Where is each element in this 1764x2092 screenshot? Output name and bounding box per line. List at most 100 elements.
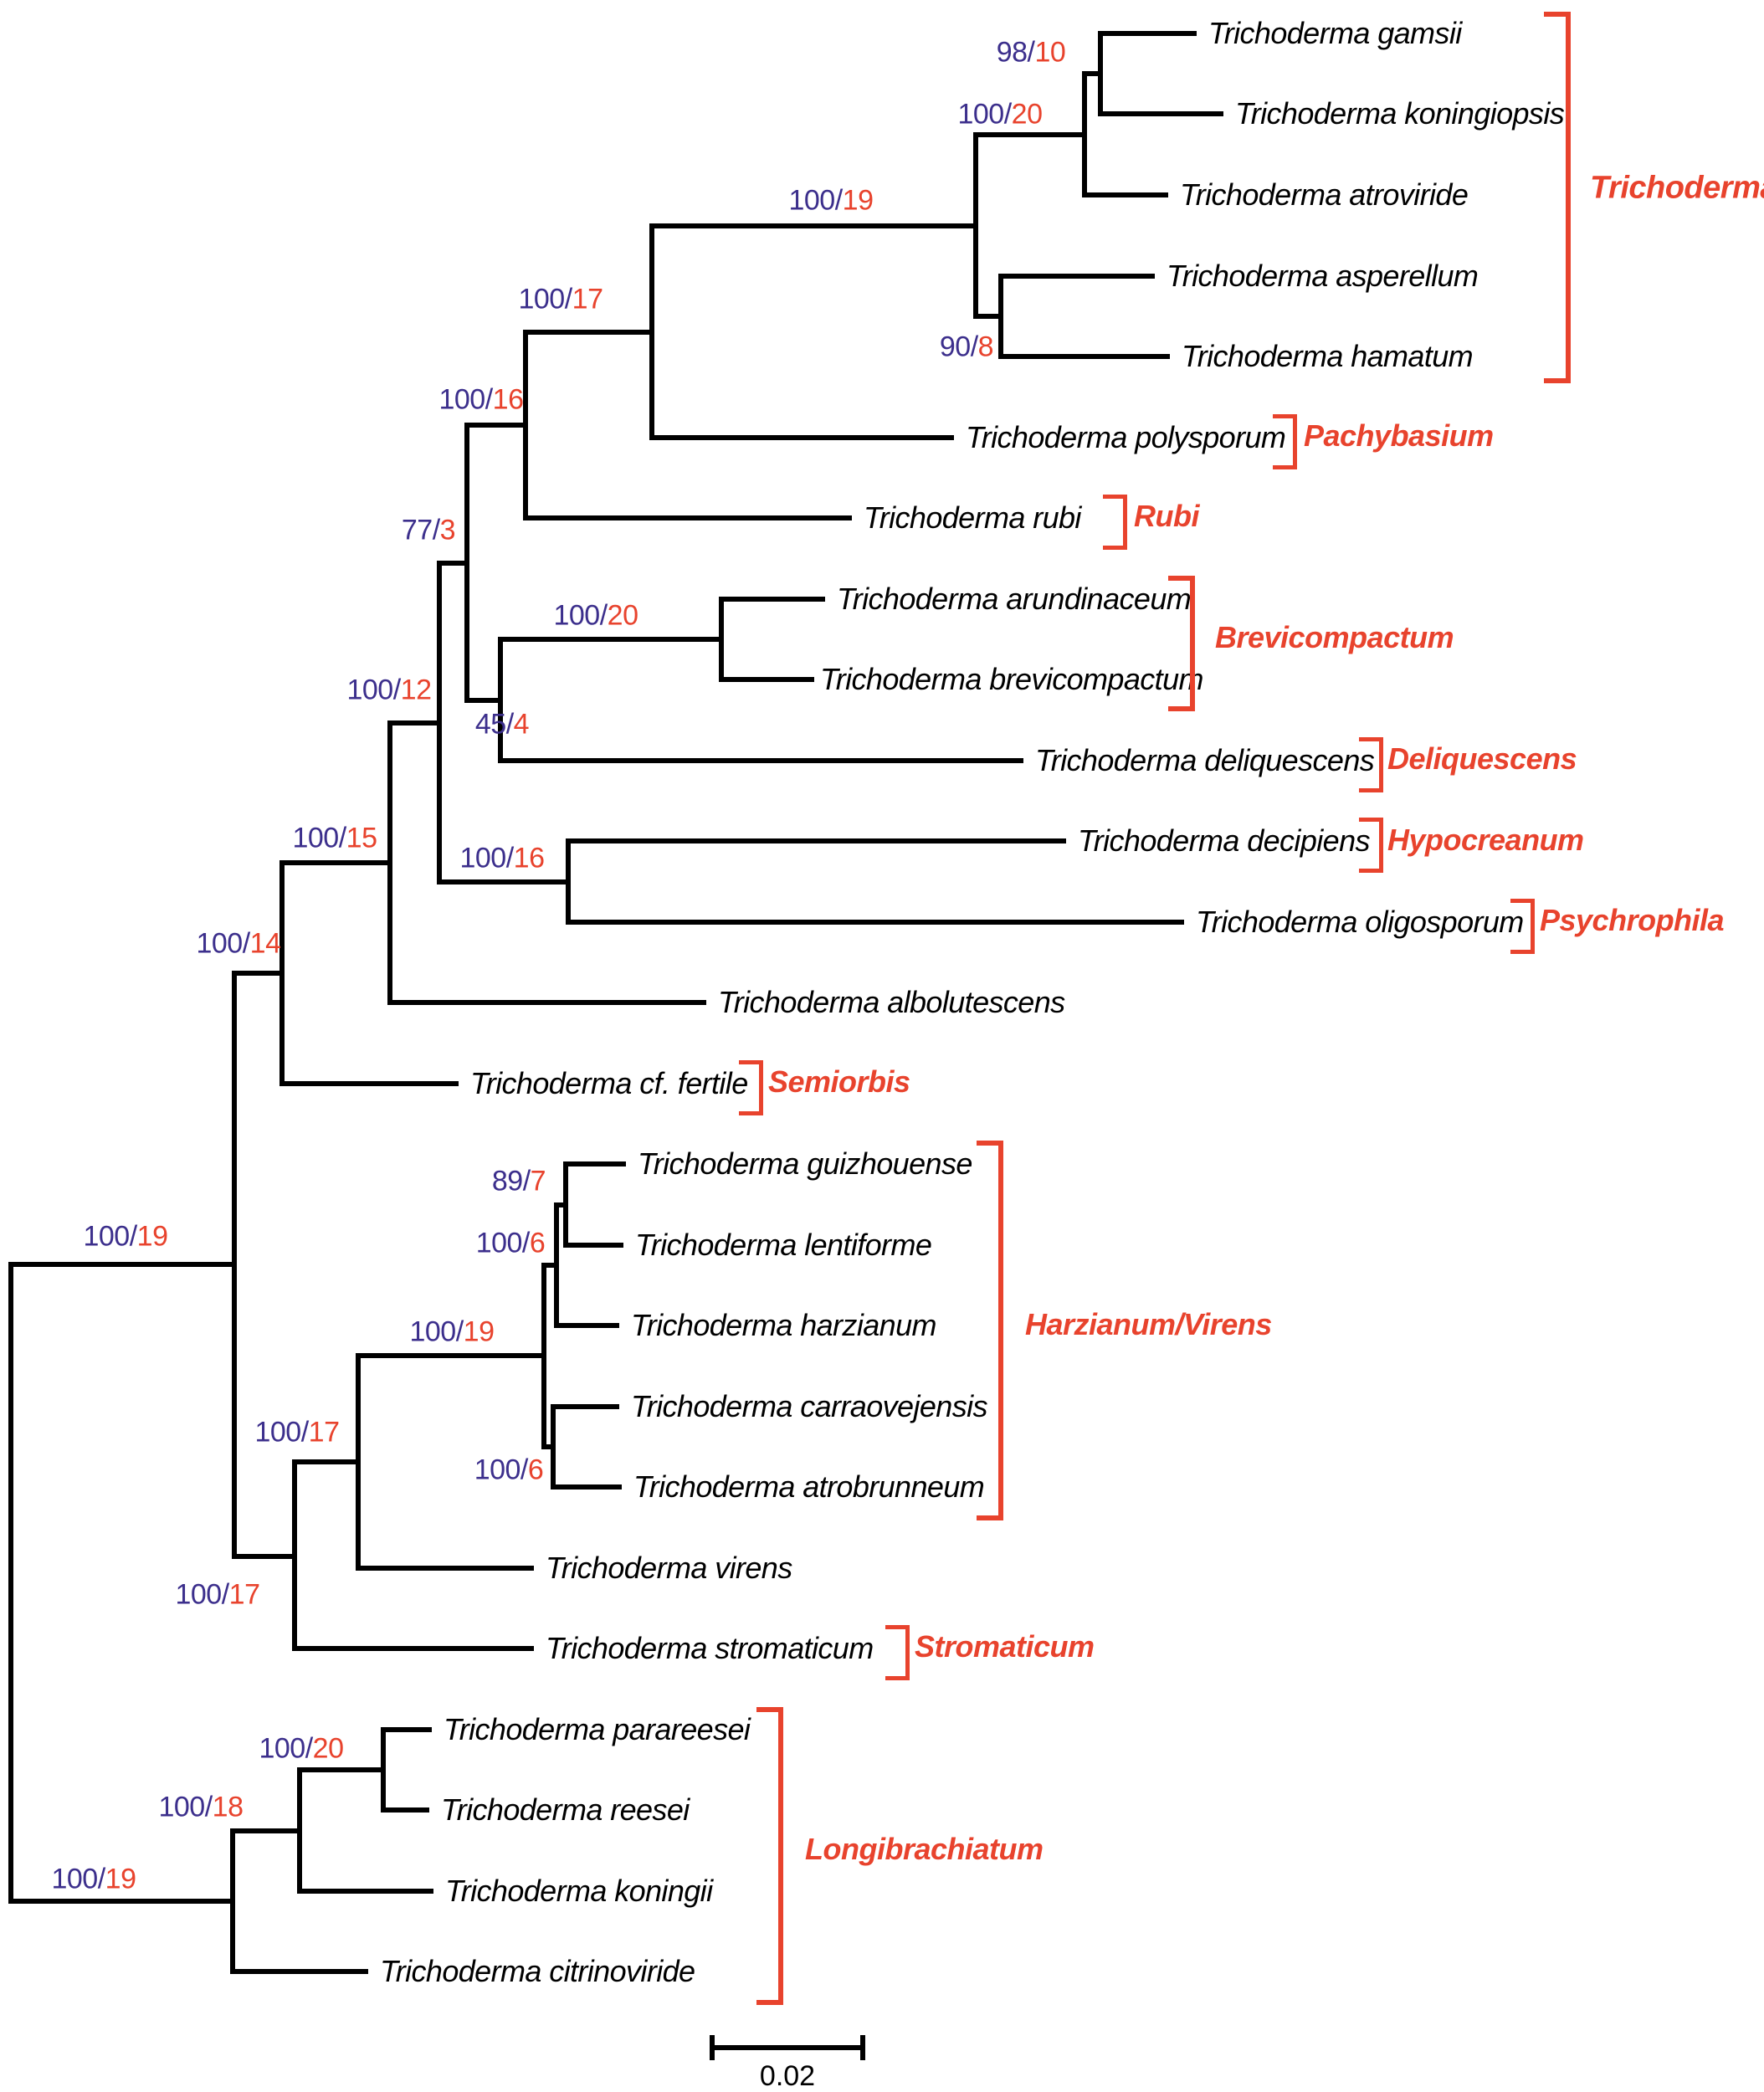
support-value: 100/16 [459, 842, 545, 874]
section-label: Trichoderma [1590, 170, 1764, 206]
branch-line [387, 720, 442, 726]
support-value: 100/20 [957, 98, 1043, 131]
clade-bracket-deliquescens [1359, 737, 1383, 792]
taxon-label: Trichoderma deliquescens [1035, 743, 1375, 777]
support-value: 100/19 [83, 1220, 168, 1253]
taxon-label: Trichoderma polysporum [966, 420, 1286, 454]
section-label: Deliquescens [1387, 741, 1577, 776]
scale-bar [710, 2045, 865, 2050]
clade-bracket-rubi [1103, 495, 1127, 550]
support-value: 89/7 [491, 1165, 546, 1197]
branch-line [464, 423, 528, 428]
branch-line [232, 1554, 297, 1559]
taxon-label: Trichoderma arundinaceum [837, 582, 1192, 616]
support-value: 100/18 [158, 1791, 244, 1823]
branch-line [649, 223, 978, 228]
branch-line [356, 1353, 546, 1358]
support-value: 100/19 [51, 1863, 136, 1895]
branch-line [297, 1889, 433, 1894]
branch-line [292, 1646, 534, 1651]
support-value: 100/20 [259, 1732, 344, 1765]
support-value: 98/10 [996, 36, 1066, 69]
taxon-label: Trichoderma citrinoviride [380, 1954, 695, 1988]
branch-line [356, 1566, 534, 1571]
branch-line [381, 1727, 432, 1732]
branch-line [1098, 31, 1197, 36]
scale-bar-tick [710, 2035, 715, 2060]
branch-line [566, 838, 1066, 843]
section-label: Rubi [1134, 499, 1199, 533]
branch-line [8, 1262, 237, 1267]
branch-line [973, 314, 1003, 319]
branch-line [541, 1444, 556, 1449]
branch-line [232, 971, 285, 976]
taxon-label: Trichoderma rubi [864, 500, 1081, 535]
section-label: Psychrophila [1540, 903, 1725, 937]
taxon-label: Trichoderma oligosporum [1196, 905, 1524, 939]
branch-line [498, 637, 724, 642]
taxon-label: Trichoderma lentiforme [635, 1228, 932, 1262]
taxon-label: Trichoderma brevicompactum [820, 662, 1203, 696]
branch-line [230, 1828, 302, 1833]
taxon-label: Trichoderma asperellum [1167, 259, 1479, 293]
scale-bar-label: 0.02 [759, 2060, 816, 2092]
branch-line [563, 1243, 623, 1248]
branch-line [297, 1767, 386, 1772]
scale-bar-tick [860, 2035, 865, 2060]
branch-line [998, 274, 1155, 279]
branch-line [719, 677, 814, 682]
support-value: 90/8 [939, 331, 994, 363]
taxon-label: Trichoderma koningii [445, 1874, 713, 1908]
branch-line [8, 1262, 13, 1904]
section-label: Semiorbis [768, 1064, 910, 1099]
clade-bracket-pachybasium [1273, 414, 1297, 469]
branch-line [719, 597, 825, 602]
branch-line [1098, 111, 1223, 116]
taxon-label: Trichoderma albolutescens [718, 985, 1065, 1019]
taxon-label: Trichoderma decipiens [1078, 823, 1371, 858]
branch-line [464, 698, 503, 703]
taxon-label: Trichoderma koningiopsis [1235, 96, 1565, 131]
clade-bracket-stromaticum [885, 1625, 910, 1680]
section-label: Longibrachiatum [805, 1832, 1044, 1866]
taxon-label: Trichoderma atrobrunneum [633, 1469, 985, 1504]
branch-line [649, 435, 954, 440]
support-value: 100/16 [438, 383, 524, 416]
branch-line [551, 1404, 619, 1409]
support-value: 100/19 [409, 1315, 495, 1348]
branch-line [973, 132, 1087, 137]
support-value: 77/3 [401, 514, 456, 546]
branch-line [541, 1263, 559, 1268]
clade-bracket-trichoderma [1544, 12, 1571, 383]
branch-line [437, 879, 571, 884]
branch-line [523, 515, 852, 520]
branch-line [8, 1899, 235, 1904]
support-value: 100/19 [788, 184, 874, 217]
branch-line [498, 758, 1023, 763]
support-value: 100/14 [196, 927, 281, 960]
branch-line [381, 1807, 429, 1813]
taxon-label: Trichoderma stromaticum [546, 1631, 874, 1665]
branch-line [1082, 71, 1103, 76]
branch-line [437, 561, 469, 566]
section-label: Stromaticum [915, 1629, 1095, 1664]
branch-line [563, 1161, 626, 1166]
clade-bracket-semiorbis [739, 1060, 763, 1115]
branch-line [1082, 192, 1168, 197]
support-value: 100/6 [474, 1454, 544, 1486]
clade-bracket-longibrachiatum [756, 1707, 783, 2005]
branch-line [292, 1459, 361, 1464]
taxon-label: Trichoderma atroviride [1180, 177, 1469, 212]
branch-line [551, 1484, 622, 1490]
support-value: 100/17 [518, 283, 603, 315]
taxon-label: Trichoderma reesei [441, 1792, 690, 1827]
branch-line [387, 1000, 706, 1005]
taxon-label: Trichoderma harzianum [631, 1308, 936, 1342]
support-value: 45/4 [474, 708, 530, 741]
taxon-label: Trichoderma gamsii [1208, 16, 1462, 50]
taxon-label: Trichoderma parareesei [444, 1712, 751, 1746]
branch-line [279, 860, 392, 865]
support-value: 100/15 [292, 822, 377, 854]
taxon-label: Trichoderma cf. fertile [470, 1066, 748, 1100]
